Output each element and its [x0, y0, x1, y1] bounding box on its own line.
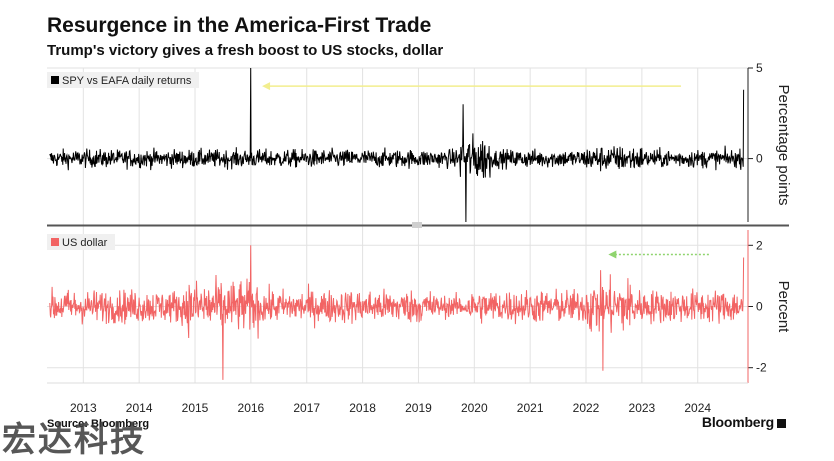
x-tick-label: 2016 [238, 401, 265, 415]
watermark: 宏达科技 [2, 420, 146, 460]
y-tick-label: -2 [756, 361, 767, 375]
annotation-arrowhead [262, 82, 271, 91]
y-tick-label: 0 [756, 300, 763, 314]
x-tick-label: 2015 [182, 401, 209, 415]
y-tick-label: 0 [756, 152, 763, 166]
x-tick-label: 2021 [517, 401, 544, 415]
brand-square-icon [777, 418, 786, 428]
x-tick-label: 2013 [70, 401, 97, 415]
y-tick-label: 2 [756, 238, 763, 252]
x-tick-label: 2020 [461, 401, 488, 415]
x-tick-label: 2019 [405, 401, 432, 415]
legend-box [47, 234, 115, 250]
x-tick-label: 2014 [126, 401, 153, 415]
x-tick-label: 2023 [629, 401, 656, 415]
y-axis-label: Percentage points [775, 85, 792, 206]
x-tick-label: 2017 [293, 401, 320, 415]
brand-text: Bloomberg [701, 414, 774, 430]
y-axis-label: Percent [775, 281, 792, 334]
series-line [49, 245, 745, 380]
annotation-arrowhead [608, 250, 617, 259]
legend-box [47, 72, 199, 88]
bloomberg-logo: Bloomberg [702, 414, 786, 430]
y-tick-label: 5 [756, 61, 763, 75]
x-tick-label: 2018 [349, 401, 376, 415]
legend-swatch [51, 76, 59, 84]
series-line [49, 67, 745, 223]
legend-label: US dollar [62, 237, 108, 249]
panel-divider-handle [412, 222, 422, 228]
chart-subtitle: Trump's victory gives a fresh boost to U… [47, 42, 444, 59]
legend-label: SPY vs EAFA daily returns [62, 75, 192, 87]
chart-title: Resurgence in the America-First Trade [47, 14, 432, 37]
x-tick-label: 2022 [573, 401, 600, 415]
source-note: Source: Bloomberg [47, 418, 150, 430]
x-tick-label: 2024 [684, 401, 711, 415]
legend-swatch [51, 238, 59, 246]
